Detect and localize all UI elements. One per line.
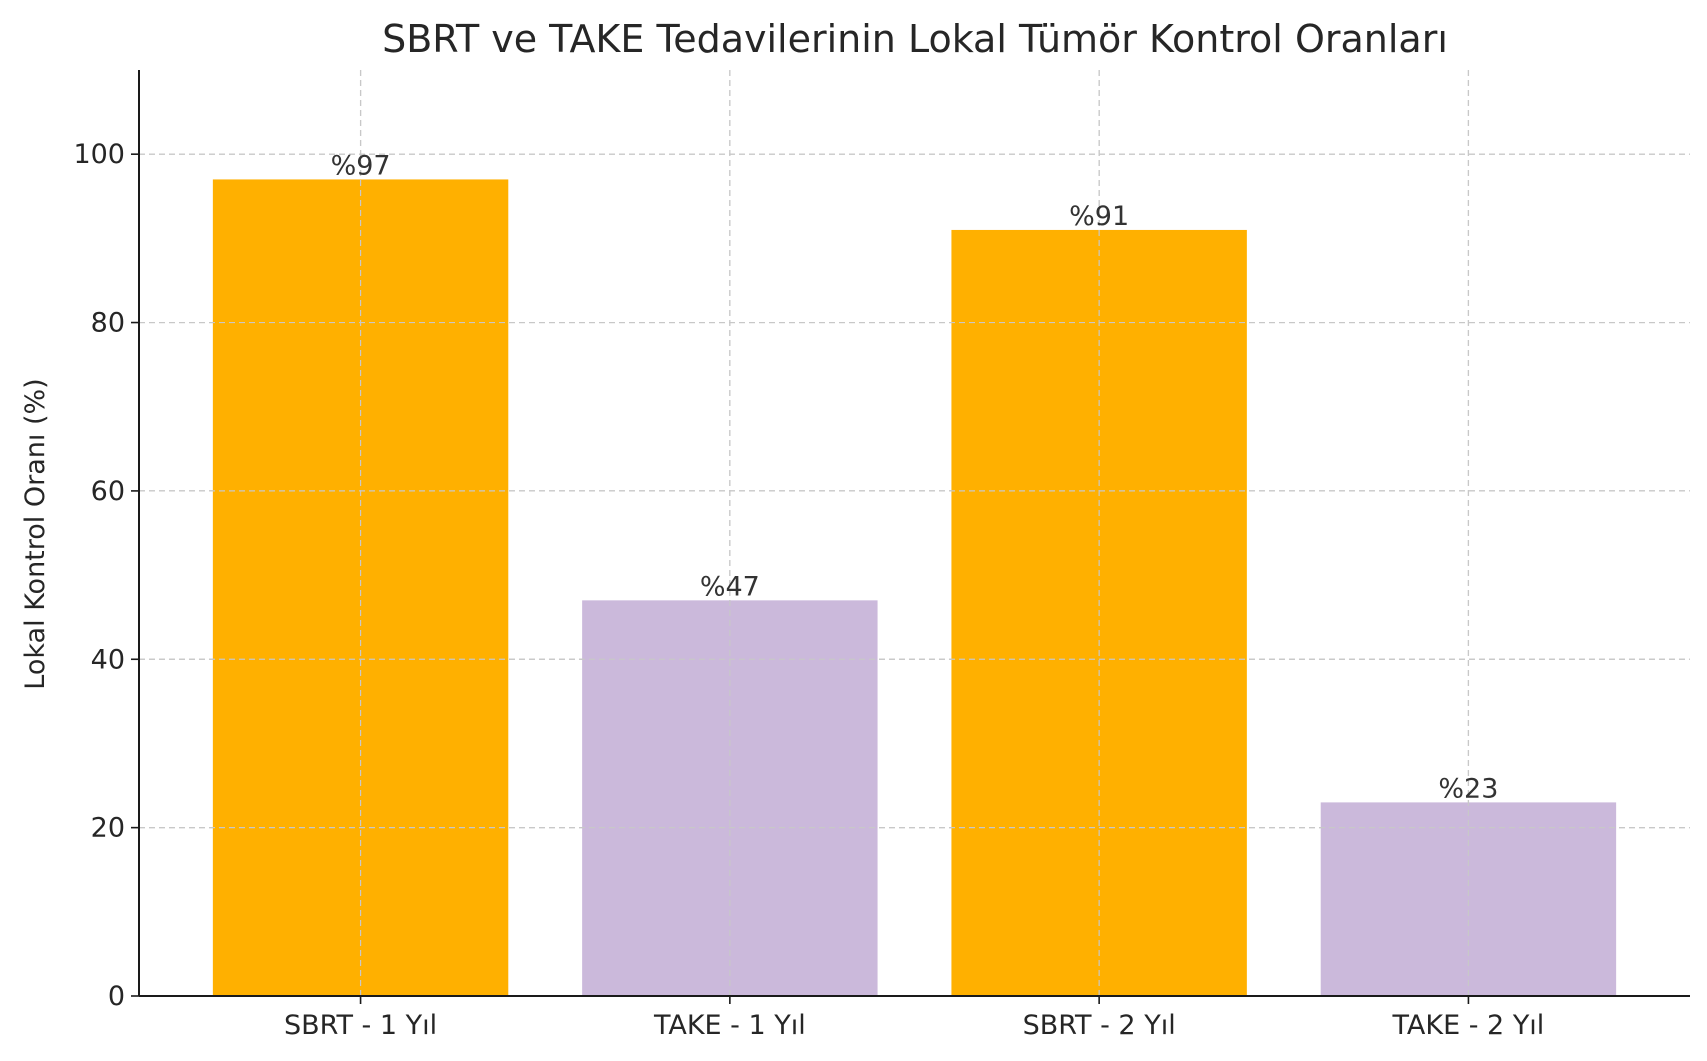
y-tick-label: 100 [73, 139, 125, 170]
data-label: %97 [331, 150, 391, 181]
bar-layer [139, 70, 1690, 997]
data-label-layer: %97 %47 %91 %23 [331, 150, 1499, 804]
y-tick-label: 0 [108, 981, 125, 1012]
data-label: %91 [1069, 201, 1129, 232]
y-tick-label: 20 [91, 813, 125, 844]
chart-title: SBRT ve TAKE Tedavilerinin Lokal Tümör K… [382, 17, 1448, 61]
data-label: %47 [700, 571, 760, 602]
y-tick-label: 60 [91, 476, 125, 507]
x-tick-label: TAKE - 2 Yıl [1392, 1010, 1545, 1041]
axis-layer: 0 20 40 60 80 100 SBRT - 1 Yıl TAKE - 1 Yıl SBRT… [73, 70, 1690, 1041]
data-label: %23 [1438, 773, 1498, 804]
y-axis-label: Lokal Kontrol Oranı (%) [20, 378, 51, 689]
x-tick-label: SBRT - 1 Yıl [284, 1010, 437, 1041]
y-tick-label: 40 [91, 644, 125, 675]
y-tick-label: 80 [91, 308, 125, 339]
x-tick-label: SBRT - 2 Yıl [1023, 1010, 1176, 1041]
x-tick-label: TAKE - 1 Yıl [653, 1010, 806, 1041]
